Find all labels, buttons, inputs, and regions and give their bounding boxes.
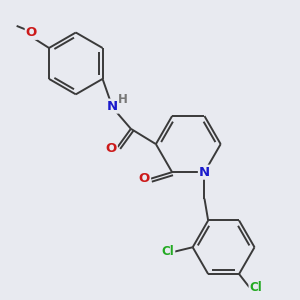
Text: N: N: [107, 100, 118, 112]
Text: N: N: [199, 166, 210, 179]
Text: O: O: [26, 26, 37, 39]
Text: O: O: [139, 172, 150, 185]
Text: O: O: [106, 142, 117, 155]
Text: H: H: [118, 93, 128, 106]
Text: Cl: Cl: [250, 281, 262, 294]
Text: Cl: Cl: [162, 245, 174, 258]
